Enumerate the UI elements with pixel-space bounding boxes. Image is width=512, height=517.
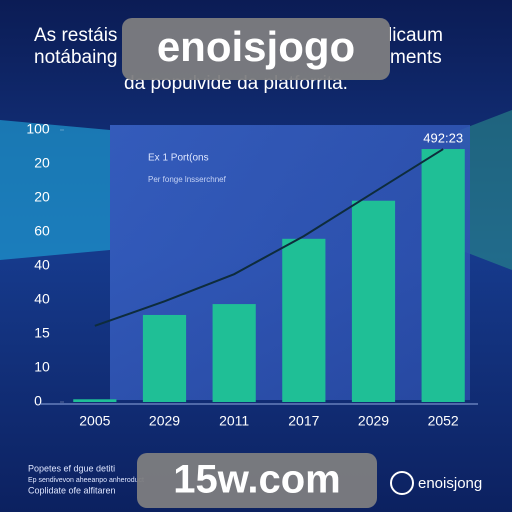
screen-text: Per fonge lnsserchnef — [148, 175, 227, 184]
y-axis-text: 10 — [34, 359, 50, 375]
y-tick-label: 0 — [34, 393, 42, 409]
side-screen — [0, 120, 110, 260]
chart-title: licaum — [388, 25, 443, 46]
y-axis-text: 40 — [34, 257, 50, 273]
chart-title: ments — [390, 47, 442, 68]
chart-title: notábaing — [34, 47, 117, 68]
bar — [212, 304, 256, 402]
y-axis-text: 15 — [34, 325, 50, 341]
x-tick-label: 2052 — [428, 413, 459, 429]
x-tick-label: 2029 — [149, 413, 180, 429]
footnote: Popetes ef dgue detiti — [28, 463, 115, 473]
bar — [73, 399, 117, 402]
bar — [282, 238, 326, 402]
brand: enoisjong — [418, 475, 482, 492]
y-tick-label: 100 — [26, 121, 50, 137]
annotation: 492:23 — [423, 130, 463, 145]
x-tick-label: 2011 — [219, 413, 249, 429]
bar — [351, 200, 396, 402]
x-tick-label: 2029 — [358, 413, 389, 429]
y-axis-text: 20 — [34, 189, 50, 205]
bar — [421, 149, 465, 402]
watermark: 15w.com — [173, 458, 340, 502]
y-axis-text: 40 — [34, 291, 50, 307]
side-screen — [460, 110, 512, 270]
watermark: enoisjogo — [157, 23, 355, 70]
line — [94, 148, 444, 327]
watermark-box — [137, 453, 377, 508]
footnote: Ep sendivevon aheeanpo anheroduct — [28, 477, 144, 484]
watermark-box — [122, 18, 390, 80]
x-tick-label: 2017 — [288, 413, 319, 429]
y-axis-text: 20 — [34, 155, 50, 171]
x-tick-label: 2005 — [79, 413, 110, 429]
bar — [142, 314, 187, 402]
y-axis-text: 60 — [34, 223, 50, 239]
chart-title: As restáis — [34, 25, 117, 46]
brand-logo — [390, 471, 414, 495]
footnote: Coplidate ofe alfitaren — [28, 485, 116, 495]
screen-text: Ex 1 Port(ons — [148, 153, 209, 164]
